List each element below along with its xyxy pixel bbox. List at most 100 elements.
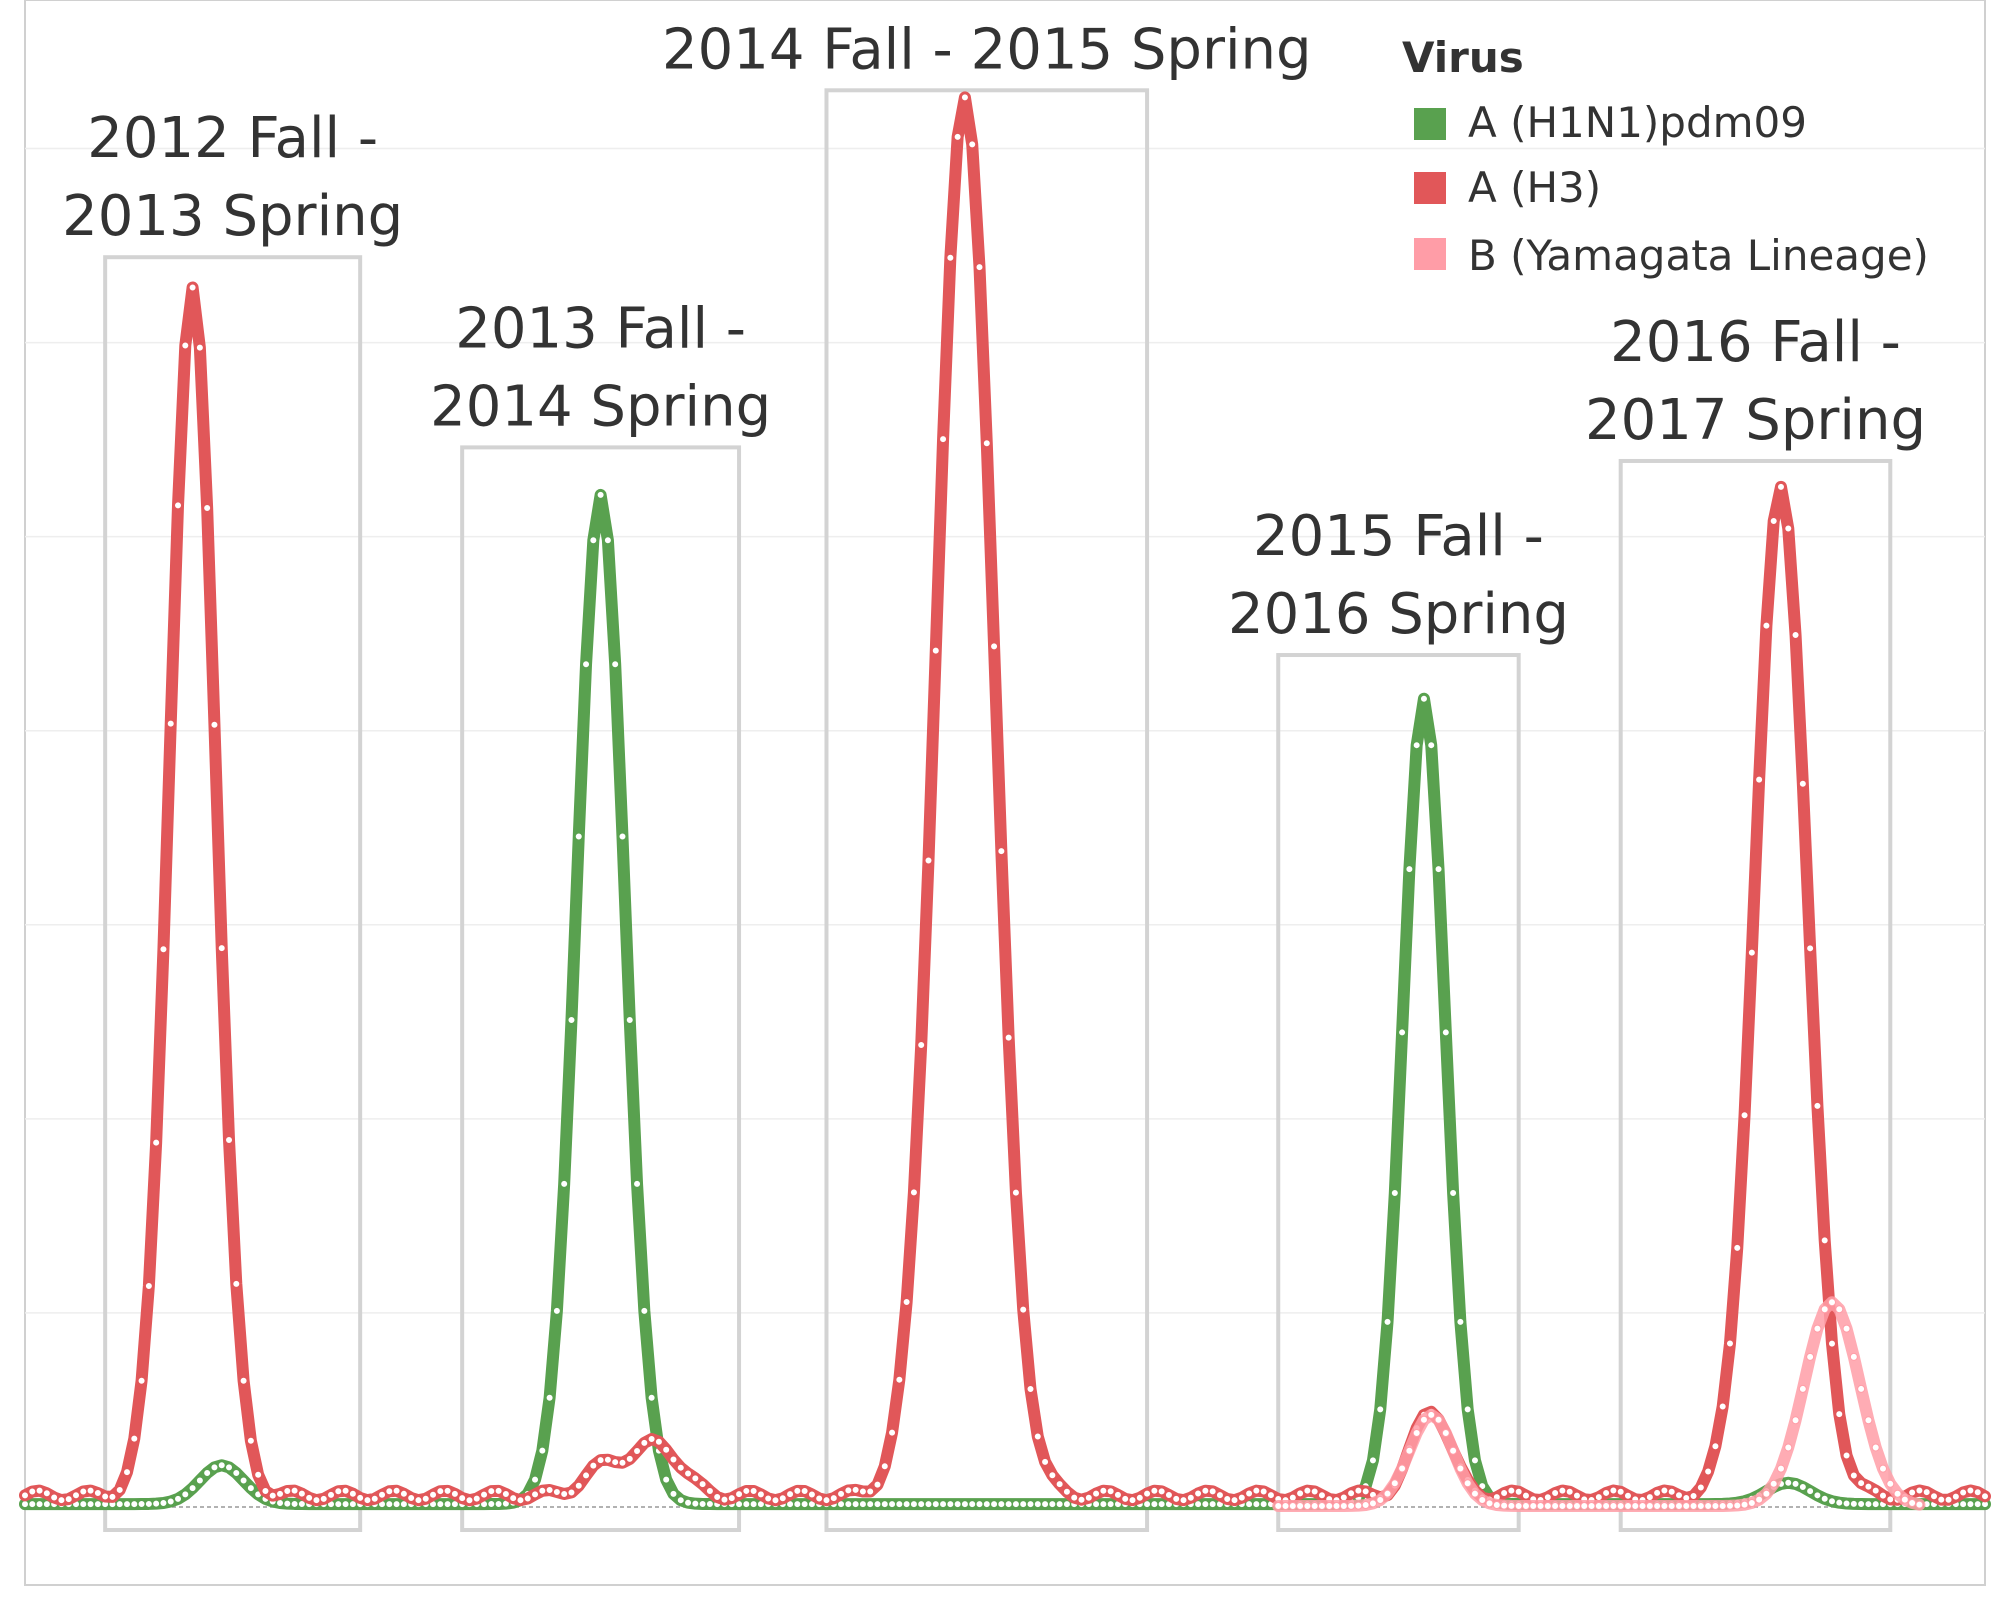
data-point bbox=[225, 1463, 234, 1472]
data-point bbox=[1864, 1500, 1873, 1509]
data-point bbox=[1798, 1384, 1807, 1393]
data-point bbox=[1740, 1500, 1749, 1509]
data-point bbox=[1310, 1487, 1319, 1496]
data-point bbox=[1791, 1416, 1800, 1425]
data-point bbox=[858, 1500, 867, 1509]
data-point bbox=[487, 1487, 496, 1496]
data-point bbox=[691, 1499, 700, 1508]
data-point bbox=[1849, 1499, 1858, 1508]
data-point bbox=[749, 1500, 758, 1509]
data-point bbox=[640, 1306, 649, 1315]
data-point bbox=[1981, 1492, 1989, 1501]
data-point bbox=[1128, 1496, 1137, 1505]
data-point bbox=[1878, 1464, 1887, 1473]
data-point bbox=[698, 1480, 707, 1489]
data-point bbox=[749, 1487, 758, 1496]
data-point bbox=[188, 283, 197, 292]
data-point bbox=[472, 1494, 481, 1503]
data-point bbox=[341, 1500, 350, 1509]
season-label: 2012 Fall - bbox=[87, 106, 378, 171]
data-point bbox=[589, 1461, 598, 1470]
data-point bbox=[1623, 1491, 1632, 1500]
data-point bbox=[290, 1499, 299, 1508]
data-point bbox=[990, 642, 999, 651]
data-point bbox=[1820, 1305, 1829, 1314]
data-point bbox=[1026, 1385, 1035, 1394]
data-point bbox=[232, 1279, 241, 1288]
data-point bbox=[130, 1434, 139, 1443]
data-point bbox=[1929, 1492, 1938, 1501]
data-point bbox=[560, 1179, 569, 1188]
data-point bbox=[86, 1500, 95, 1509]
data-point bbox=[1441, 1028, 1450, 1037]
season-boxes bbox=[103, 88, 1893, 1533]
data-point bbox=[1740, 1111, 1749, 1120]
data-point bbox=[531, 1475, 540, 1484]
data-point bbox=[625, 1454, 634, 1463]
legend: Virus A (H1N1)pdm09 A (H3) B (Yamagata L… bbox=[1402, 33, 1929, 280]
data-point bbox=[895, 1500, 904, 1509]
data-point bbox=[1551, 1502, 1560, 1511]
data-point bbox=[239, 1376, 248, 1385]
data-point bbox=[654, 1437, 663, 1446]
data-point bbox=[1696, 1483, 1705, 1492]
data-point bbox=[968, 140, 977, 149]
data-point bbox=[1718, 1501, 1727, 1510]
data-point bbox=[494, 1499, 503, 1508]
data-point bbox=[1689, 1492, 1698, 1501]
data-point bbox=[1769, 1479, 1778, 1488]
data-point bbox=[676, 1463, 685, 1472]
data-point bbox=[319, 1494, 328, 1503]
data-point bbox=[909, 1188, 918, 1197]
data-point bbox=[538, 1446, 547, 1455]
data-point bbox=[225, 1136, 234, 1145]
data-point bbox=[982, 1500, 991, 1509]
data-point bbox=[1296, 1489, 1305, 1498]
data-point bbox=[1463, 1405, 1472, 1414]
data-point bbox=[662, 1445, 671, 1454]
data-point bbox=[560, 1489, 569, 1498]
data-point bbox=[837, 1489, 846, 1498]
data-point bbox=[1878, 1491, 1887, 1500]
data-point bbox=[567, 1016, 576, 1025]
data-point bbox=[1208, 1487, 1217, 1496]
data-point bbox=[1667, 1502, 1676, 1511]
data-point bbox=[1747, 1498, 1756, 1507]
data-point bbox=[501, 1489, 510, 1498]
data-point bbox=[880, 1462, 889, 1471]
season-box bbox=[1618, 458, 1893, 1532]
data-point bbox=[873, 1500, 882, 1509]
data-point bbox=[1755, 775, 1764, 784]
data-point bbox=[1864, 1416, 1873, 1425]
data-point bbox=[1274, 1502, 1283, 1511]
data-point bbox=[1886, 1479, 1895, 1488]
data-point bbox=[1157, 1487, 1166, 1496]
data-point bbox=[1485, 1499, 1494, 1508]
data-point bbox=[800, 1500, 809, 1509]
data-point bbox=[1827, 1298, 1836, 1307]
data-point bbox=[552, 1488, 561, 1497]
data-point bbox=[1259, 1487, 1268, 1496]
data-point bbox=[1791, 631, 1800, 640]
data-point bbox=[1011, 1500, 1020, 1509]
data-point bbox=[276, 1489, 285, 1498]
data-point bbox=[392, 1500, 401, 1509]
data-point bbox=[378, 1490, 387, 1499]
season-label: 2017 Spring bbox=[1585, 388, 1926, 453]
season-box bbox=[460, 445, 742, 1533]
data-point bbox=[1048, 1471, 1057, 1480]
data-point bbox=[57, 1496, 66, 1505]
data-point bbox=[647, 1393, 656, 1402]
data-point bbox=[778, 1494, 787, 1503]
data-point bbox=[1048, 1500, 1057, 1509]
data-point bbox=[115, 1485, 124, 1494]
data-point bbox=[1099, 1500, 1108, 1509]
data-point bbox=[793, 1486, 802, 1495]
data-point bbox=[1186, 1493, 1195, 1502]
data-point bbox=[195, 1476, 204, 1485]
data-point bbox=[800, 1487, 809, 1496]
season-label: 2013 Spring bbox=[62, 184, 403, 249]
data-point bbox=[1317, 1502, 1326, 1511]
data-point bbox=[968, 1500, 977, 1509]
season-label: 2016 Spring bbox=[1228, 582, 1569, 647]
